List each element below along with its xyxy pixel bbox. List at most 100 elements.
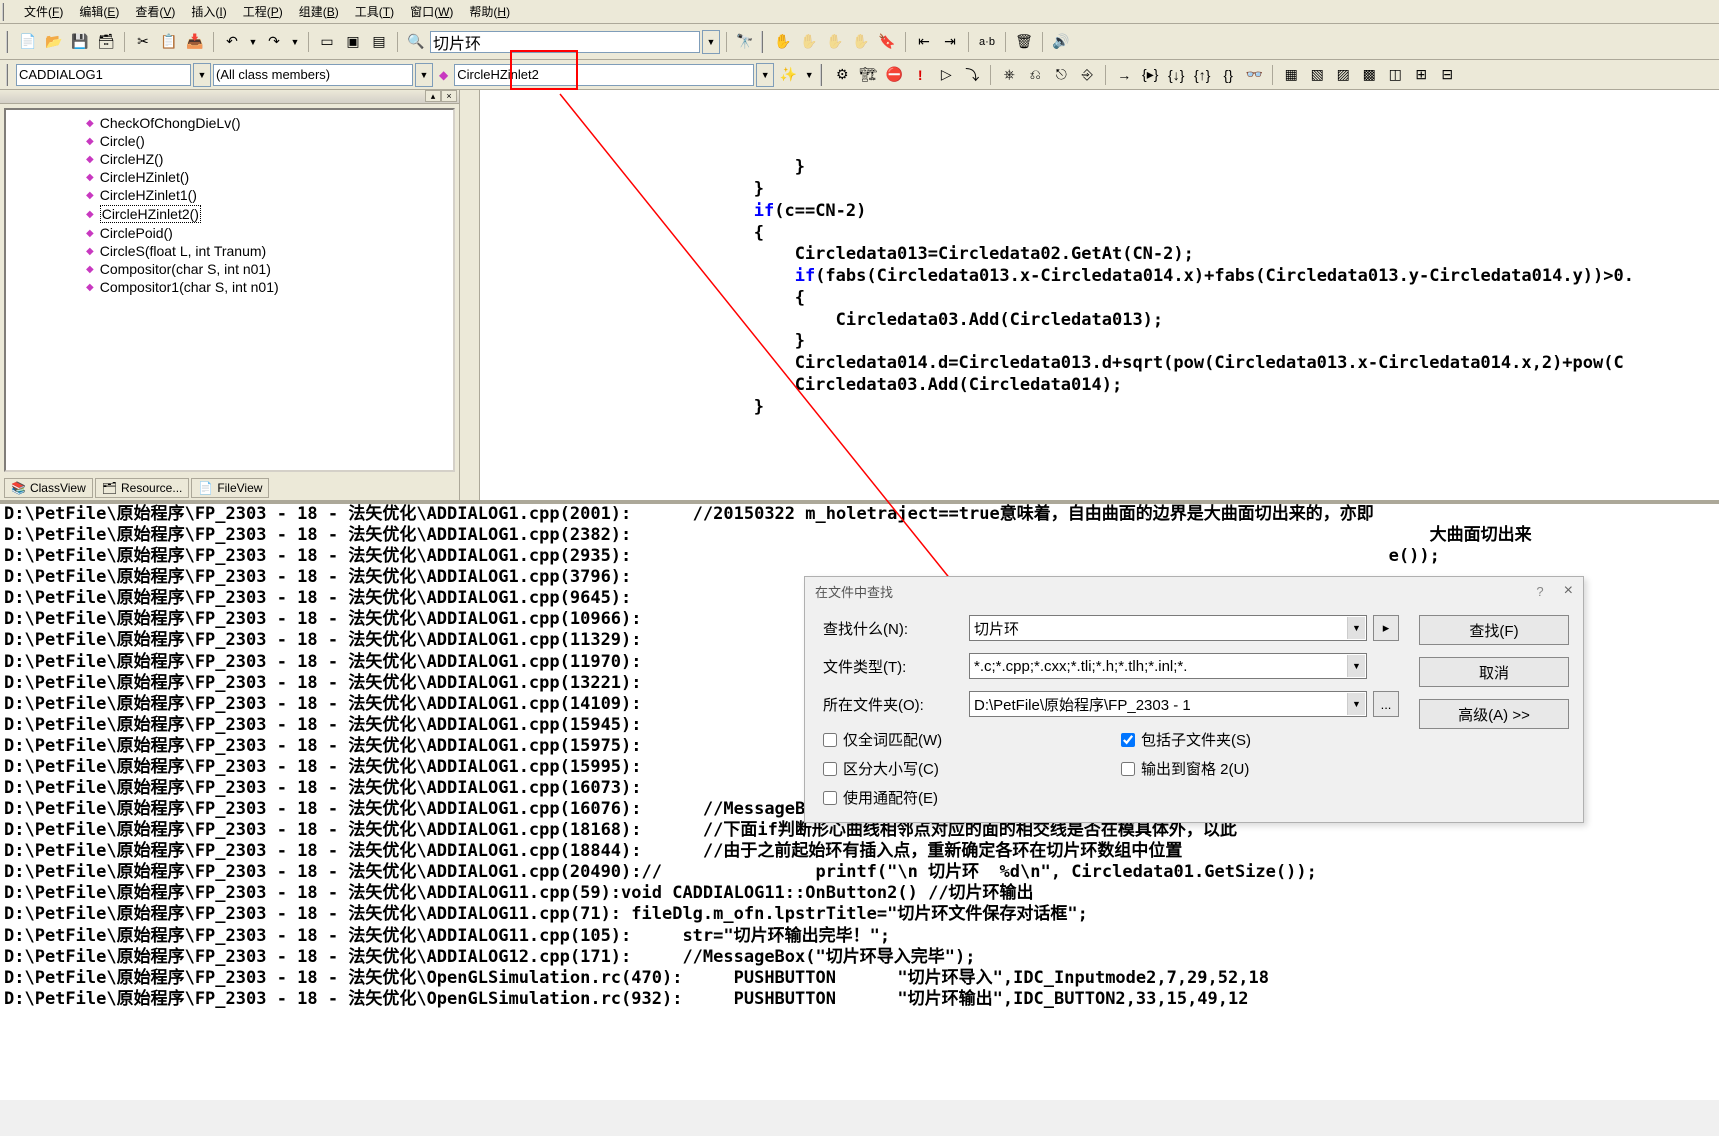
file-types-combo[interactable]: *.c;*.cpp;*.cxx;*.tli;*.h;*.tlh;*.inl;*.… (969, 653, 1367, 679)
go-icon[interactable]: → (1112, 63, 1136, 87)
output2-checkbox[interactable]: 输出到窗格 2(U) (1121, 758, 1399, 779)
members-combo[interactable] (213, 64, 413, 86)
find-files-icon[interactable]: 🔍 (404, 30, 428, 54)
menu-item[interactable]: 帮助(H) (461, 1, 518, 22)
bp-toggle-icon[interactable]: ✋ (771, 30, 795, 54)
sidebar-tab[interactable]: 🗂Resource... (95, 478, 190, 498)
wizard-dd-icon[interactable]: ▼ (802, 63, 816, 87)
indent-right-icon[interactable]: ⇥ (938, 30, 962, 54)
sidebar-tab[interactable]: 📄FileView (191, 478, 269, 498)
output-line[interactable]: D:\PetFile\原始程序\FP_2303 - 18 - 法矢优化\ADDI… (4, 841, 1715, 862)
members-combo-dd-icon[interactable]: ▼ (415, 63, 433, 87)
find-what-combo[interactable]: 切片环 ▼ (969, 615, 1367, 641)
menu-item[interactable]: 插入(I) (183, 1, 234, 22)
dialog-close-icon[interactable]: × (1564, 582, 1573, 600)
sound-icon[interactable]: 🔊 (1049, 30, 1073, 54)
redo-icon[interactable]: ↷ (262, 30, 286, 54)
subfolder-checkbox[interactable]: 包括子文件夹(S) (1121, 729, 1399, 750)
cancel-button[interactable]: 取消 (1419, 657, 1569, 687)
brace-a-icon[interactable]: {▸} (1138, 63, 1162, 87)
tree-item[interactable]: ◆CircleHZinlet() (86, 168, 449, 186)
brace-b-icon[interactable]: {↓} (1164, 63, 1188, 87)
advanced-button[interactable]: 高级(A) >> (1419, 699, 1569, 729)
class-tree[interactable]: ◆CheckOfChongDieLv()◆Circle()◆CircleHZ()… (4, 108, 455, 472)
output-line[interactable]: D:\PetFile\原始程序\FP_2303 - 18 - 法矢优化\Open… (4, 968, 1715, 989)
trash-icon[interactable]: 🗑 (1012, 30, 1036, 54)
sidebar-close-icon[interactable]: × (441, 90, 457, 102)
wnd-g-icon[interactable]: ⊟ (1435, 63, 1459, 87)
function-combo[interactable] (454, 64, 754, 86)
new-file-icon[interactable]: 📄 (16, 30, 40, 54)
wnd-f-icon[interactable]: ⊞ (1409, 63, 1433, 87)
stop-build-icon[interactable]: ⛔ (882, 63, 906, 87)
find-text-input[interactable] (430, 31, 700, 53)
brace-c-icon[interactable]: {↑} (1190, 63, 1214, 87)
output-line[interactable]: D:\PetFile\原始程序\FP_2303 - 18 - 法矢优化\ADDI… (4, 926, 1715, 947)
code-editor[interactable]: } } if(c==CN-2) { Circledata013=Circleda… (460, 90, 1719, 500)
function-combo-dd-icon[interactable]: ▼ (756, 63, 774, 87)
wnd-a-icon[interactable]: ▦ (1279, 63, 1303, 87)
chevron-down-icon[interactable]: ▼ (1347, 693, 1365, 715)
tree-item[interactable]: ◆CheckOfChongDieLv() (86, 114, 449, 132)
dialog-help-icon[interactable]: ? (1536, 584, 1543, 599)
sidebar-tab[interactable]: 📚ClassView (4, 478, 93, 498)
tree-item[interactable]: ◆Compositor(char S, int n01) (86, 260, 449, 278)
tree-item[interactable]: ◆Circle() (86, 132, 449, 150)
bookmark-icon[interactable]: 🔖 (875, 30, 899, 54)
menu-item[interactable]: 查看(V) (127, 1, 183, 22)
output-line[interactable]: D:\PetFile\原始程序\FP_2303 - 18 - 法矢优化\ADDI… (4, 904, 1715, 925)
output-line[interactable]: D:\PetFile\原始程序\FP_2303 - 18 - 法矢优化\ADDI… (4, 883, 1715, 904)
tree-item[interactable]: ◆CircleHZ() (86, 150, 449, 168)
dbg-c-icon[interactable]: ⎋ (1049, 63, 1073, 87)
output-line[interactable]: D:\PetFile\原始程序\FP_2303 - 18 - 法矢优化\ADDI… (4, 525, 1715, 546)
sidebar-pin-icon[interactable]: ▴ (425, 90, 441, 102)
menu-item[interactable]: 编辑(E) (71, 1, 127, 22)
bp-clear-icon[interactable]: ✋ (797, 30, 821, 54)
dbg-b-icon[interactable]: ⎌ (1023, 63, 1047, 87)
output-line[interactable]: D:\PetFile\原始程序\FP_2303 - 18 - 法矢优化\Open… (4, 989, 1715, 1010)
redo-dropdown-icon[interactable]: ▼ (288, 30, 302, 54)
chevron-down-icon[interactable]: ▼ (1347, 617, 1365, 639)
bp-next-icon[interactable]: ✋ (823, 30, 847, 54)
chevron-down-icon[interactable]: ▼ (1347, 655, 1365, 677)
class-combo[interactable] (16, 64, 191, 86)
paste-icon[interactable]: 📥 (183, 30, 207, 54)
tree-item[interactable]: ◆Compositor1(char S, int n01) (86, 278, 449, 296)
step-icon[interactable]: ⤵ (960, 63, 984, 87)
folder-combo[interactable]: D:\PetFile\原始程序\FP_2303 - 1 ▼ (969, 691, 1367, 717)
dialog-titlebar[interactable]: 在文件中查找 ? × (805, 577, 1583, 605)
find-button[interactable]: 查找(F) (1419, 615, 1569, 645)
case-checkbox[interactable]: 区分大小写(C) (823, 758, 1101, 779)
tree-item[interactable]: ◆CircleS(float L, int Tranum) (86, 242, 449, 260)
braces-icon[interactable]: {} (1216, 63, 1240, 87)
menu-item[interactable]: 窗口(W) (402, 1, 461, 22)
menu-item[interactable]: 工程(P) (235, 1, 291, 22)
cut-icon[interactable]: ✂ (131, 30, 155, 54)
class-combo-dd-icon[interactable]: ▼ (193, 63, 211, 87)
wnd-c-icon[interactable]: ▨ (1331, 63, 1355, 87)
menu-item[interactable]: 文件(F) (16, 1, 71, 22)
output-line[interactable]: D:\PetFile\原始程序\FP_2303 - 18 - 法矢优化\ADDI… (4, 546, 1715, 567)
save-all-icon[interactable]: 🗃 (94, 30, 118, 54)
browse-folder-button[interactable]: ... (1373, 691, 1399, 717)
find2-icon[interactable]: 👓 (1242, 63, 1266, 87)
wizard-icon[interactable]: ✨ (776, 63, 800, 87)
open-icon[interactable]: 📂 (42, 30, 66, 54)
wnd-b-icon[interactable]: ▧ (1305, 63, 1329, 87)
output-line[interactable]: D:\PetFile\原始程序\FP_2303 - 18 - 法矢优化\ADDI… (4, 820, 1715, 841)
menu-item[interactable]: 组建(B) (291, 1, 347, 22)
ab-icon[interactable]: a·b (975, 30, 999, 54)
find-dropdown-icon[interactable]: ▼ (702, 30, 720, 54)
tree-item[interactable]: ◆CircleHZinlet1() (86, 186, 449, 204)
save-icon[interactable]: 💾 (68, 30, 92, 54)
whole-word-checkbox[interactable]: 仅全词匹配(W) (823, 729, 1101, 750)
undo-icon[interactable]: ↶ (220, 30, 244, 54)
copy-icon[interactable]: 📋 (157, 30, 181, 54)
output-line[interactable]: D:\PetFile\原始程序\FP_2303 - 18 - 法矢优化\ADDI… (4, 504, 1715, 525)
exclaim-icon[interactable]: ! (908, 63, 932, 87)
output-line[interactable]: D:\PetFile\原始程序\FP_2303 - 18 - 法矢优化\ADDI… (4, 947, 1715, 968)
menu-item[interactable]: 工具(T) (347, 1, 402, 22)
indent-left-icon[interactable]: ⇤ (912, 30, 936, 54)
output-line[interactable]: D:\PetFile\原始程序\FP_2303 - 18 - 法矢优化\ADDI… (4, 862, 1715, 883)
dbg-a-icon[interactable]: ⎈ (997, 63, 1021, 87)
